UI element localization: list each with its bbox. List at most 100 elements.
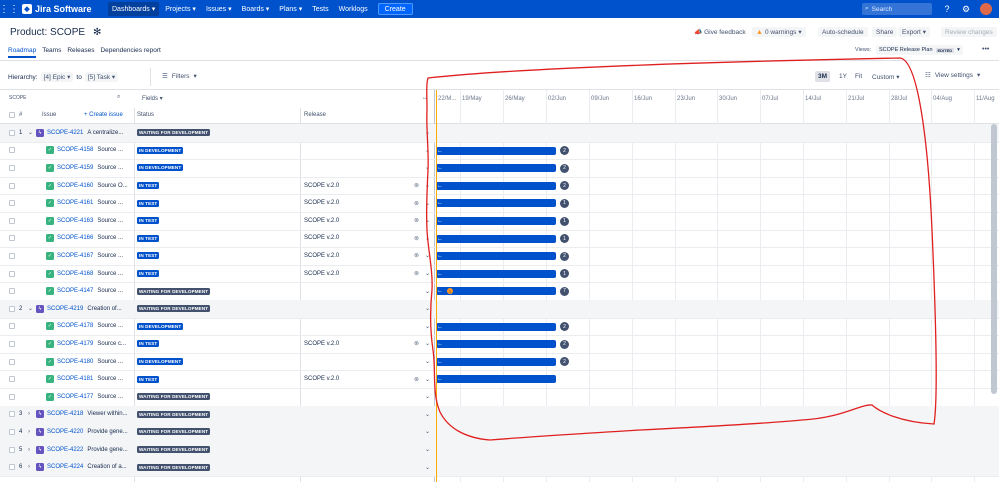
dependency-count-badge[interactable]: 1	[560, 216, 569, 226]
clear-release-icon[interactable]: ⊗	[414, 200, 420, 207]
row-checkbox[interactable]	[9, 212, 15, 230]
issue-key[interactable]: SCOPE-4167	[57, 252, 94, 259]
row-checkbox[interactable]	[9, 265, 15, 283]
nav-item-tests[interactable]: Tests	[312, 5, 329, 13]
release-value[interactable]: SCOPE v.2.0	[304, 235, 340, 242]
issue-key[interactable]: SCOPE-4147	[57, 288, 94, 295]
release-value[interactable]: SCOPE v.2.0	[304, 182, 340, 189]
status-cell[interactable]: WAITING FOR DEVELOPMENT	[137, 300, 211, 318]
dependency-count-badge[interactable]: 1	[560, 234, 569, 244]
zoom-custom-button[interactable]: Custom ▾	[872, 73, 900, 81]
plan-settings-gear-icon[interactable]: ✻	[93, 27, 102, 38]
status-cell[interactable]: IN TEST	[137, 212, 160, 230]
status-cell[interactable]: IN DEVELOPMENT	[137, 142, 184, 160]
clear-release-icon[interactable]: ⊗	[414, 376, 420, 383]
dependency-count-badge[interactable]: 7	[560, 286, 569, 296]
vertical-scrollbar[interactable]	[991, 124, 997, 394]
release-dropdown-chevron-icon[interactable]: ⌄	[425, 235, 431, 242]
create-button[interactable]: Create	[377, 3, 413, 15]
row-checkbox[interactable]	[9, 177, 15, 195]
status-cell[interactable]: WAITING FOR DEVELOPMENT	[137, 388, 211, 406]
row-checkbox[interactable]	[9, 458, 15, 476]
issue-key[interactable]: SCOPE-4218	[47, 411, 84, 418]
row-checkbox[interactable]	[9, 247, 15, 265]
schedule-bar[interactable]: ←	[436, 181, 556, 190]
settings-gear-icon[interactable]: ⚙	[961, 3, 971, 14]
nav-item-worklogs[interactable]: Worklogs	[338, 5, 368, 13]
release-dropdown-chevron-icon[interactable]: ⌄	[425, 341, 431, 348]
task-row[interactable]: ✓ SCOPE-4160 Source O... IN TEST SCOPE v.2.0…	[0, 177, 999, 195]
status-cell[interactable]: WAITING FOR DEVELOPMENT	[137, 458, 211, 476]
chevron-right-icon[interactable]: ›	[28, 428, 30, 435]
issue-key[interactable]: SCOPE-4220	[47, 428, 84, 435]
tab-roadmap[interactable]: Roadmap	[8, 47, 37, 58]
chevron-right-icon[interactable]: ›	[28, 411, 30, 418]
epic-row[interactable]: 6 › ϟ SCOPE-4224 Creation of a... WAITING FOR…	[0, 458, 999, 476]
jira-logo[interactable]: ◆ Jira Software	[22, 4, 108, 14]
chevron-right-icon[interactable]: ›	[28, 446, 30, 453]
release-value[interactable]: SCOPE v.2.0	[304, 252, 340, 259]
nav-item-boards[interactable]: Boards ▾	[241, 6, 270, 13]
chevron-right-icon[interactable]: ›	[28, 464, 30, 471]
create-issue-button[interactable]: + Create issue	[84, 112, 123, 118]
schedule-bar[interactable]: ←	[436, 252, 556, 261]
status-cell[interactable]: IN TEST	[137, 370, 160, 388]
schedule-bar[interactable]: ←	[436, 322, 556, 331]
clear-release-icon[interactable]: ⊗	[414, 235, 420, 242]
row-checkbox[interactable]	[9, 370, 15, 388]
chevron-down-icon[interactable]: ⌄	[28, 306, 34, 313]
chevron-down-icon[interactable]: ⌄	[28, 130, 34, 137]
clear-release-icon[interactable]: ⊗	[414, 271, 420, 278]
task-row[interactable]: ✓ SCOPE-4166 Source ... IN TEST SCOPE v.2.0 ⊗…	[0, 230, 999, 248]
task-row[interactable]: ✓ SCOPE-4167 Source ... IN TEST SCOPE v.2.0 ⊗…	[0, 247, 999, 265]
issue-key[interactable]: SCOPE-4160	[57, 182, 94, 189]
task-row[interactable]: ✓ SCOPE-4159 Source ... IN DEVELOPMENT ⌄ ← 2	[0, 159, 999, 177]
status-cell[interactable]: IN DEVELOPMENT	[137, 318, 184, 336]
row-checkbox[interactable]	[9, 406, 15, 424]
row-checkbox[interactable]	[9, 194, 15, 212]
dependency-count-badge[interactable]: 2	[560, 357, 569, 367]
status-cell[interactable]: IN TEST	[137, 265, 160, 283]
zoom-fit-button[interactable]: Fit	[855, 73, 863, 80]
task-row[interactable]: ✓ SCOPE-4158 Source ... IN DEVELOPMENT ⌄ ← 2	[0, 142, 999, 160]
hierarchy-to-select[interactable]: [5] Task ▾	[84, 72, 119, 82]
fields-button[interactable]: Fields ▾	[142, 96, 163, 102]
schedule-bar[interactable]: ←	[436, 357, 556, 366]
row-checkbox[interactable]	[9, 335, 15, 353]
row-checkbox[interactable]	[9, 142, 15, 160]
warnings-button[interactable]: ▲ 0 warnings ▾	[752, 27, 806, 37]
release-dropdown-chevron-icon[interactable]: ⌄	[425, 183, 431, 190]
dependency-count-badge[interactable]: 2	[560, 251, 569, 261]
row-checkbox[interactable]	[9, 230, 15, 248]
release-dropdown-chevron-icon[interactable]: ⌄	[425, 447, 431, 454]
release-dropdown-chevron-icon[interactable]: ⌄	[425, 306, 431, 313]
release-dropdown-chevron-icon[interactable]: ⌄	[425, 200, 431, 207]
issue-key[interactable]: SCOPE-4224	[47, 464, 84, 471]
release-value[interactable]: SCOPE v.2.0	[304, 217, 340, 224]
task-row[interactable]: ✓ SCOPE-4147 Source ... WAITING FOR DEVELOP…	[0, 282, 999, 300]
release-value[interactable]: SCOPE v.2.0	[304, 270, 340, 277]
row-checkbox[interactable]	[9, 353, 15, 371]
task-row[interactable]: ✓ SCOPE-4180 Source ... IN DEVELOPMENT ⌄ ← 2	[0, 353, 999, 371]
views-select[interactable]: SCOPE Release Plan EDITED ▾	[876, 45, 963, 55]
status-cell[interactable]: IN TEST	[137, 247, 160, 265]
status-cell[interactable]: IN DEVELOPMENT	[137, 353, 184, 371]
release-dropdown-chevron-icon[interactable]: ⌄	[425, 464, 431, 471]
schedule-bar[interactable]: ←	[436, 164, 556, 173]
nav-item-issues[interactable]: Issues ▾	[205, 6, 232, 13]
user-avatar[interactable]	[980, 3, 992, 15]
dependency-count-badge[interactable]: 1	[560, 198, 569, 208]
status-cell[interactable]: IN TEST	[137, 194, 160, 212]
filters-button[interactable]: ☰ Filters ▾	[158, 70, 201, 82]
dependency-count-badge[interactable]: 2	[560, 339, 569, 349]
issue-key[interactable]: SCOPE-4158	[57, 147, 94, 154]
clear-release-icon[interactable]: ⊗	[414, 253, 420, 260]
schedule-bar[interactable]: ←	[436, 199, 556, 208]
release-dropdown-chevron-icon[interactable]: ⌄	[425, 288, 431, 295]
status-cell[interactable]: WAITING FOR DEVELOPMENT	[137, 124, 211, 142]
status-cell[interactable]: WAITING FOR DEVELOPMENT	[137, 441, 211, 459]
more-options-icon[interactable]: •••	[982, 46, 990, 53]
release-dropdown-chevron-icon[interactable]: ⌄	[425, 253, 431, 260]
search-input[interactable]: ⌕ Search	[862, 3, 932, 15]
row-checkbox[interactable]	[9, 282, 15, 300]
